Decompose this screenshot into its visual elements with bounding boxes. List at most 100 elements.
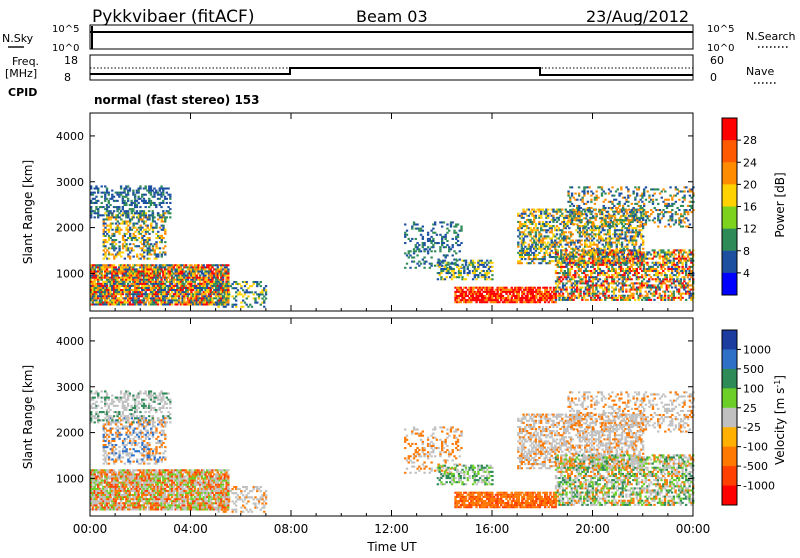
power-cell xyxy=(94,210,96,212)
power-cell xyxy=(531,244,533,246)
power-cell xyxy=(636,268,638,270)
power-cell xyxy=(616,276,618,278)
power-cell xyxy=(235,287,237,289)
power-cell xyxy=(579,242,581,244)
power-cell xyxy=(129,227,131,229)
power-cell xyxy=(150,185,152,187)
power-cell xyxy=(618,291,620,293)
nsky-label: N.Sky xyxy=(2,32,34,45)
power-cell xyxy=(124,235,126,237)
power-cell xyxy=(153,194,155,196)
power-cell xyxy=(595,276,597,278)
power-cell xyxy=(422,226,424,228)
power-cell xyxy=(159,190,161,192)
power-cell xyxy=(571,251,573,253)
power-cell xyxy=(240,302,242,304)
power-cell xyxy=(127,216,129,218)
power-cell xyxy=(538,221,540,223)
power-cell xyxy=(632,293,634,295)
freq-trace xyxy=(90,68,693,75)
power-cell xyxy=(570,231,572,233)
power-cell xyxy=(108,214,110,216)
power-cell xyxy=(111,198,113,200)
power-cell xyxy=(460,272,462,274)
power-cell xyxy=(187,291,189,293)
power-cell xyxy=(132,190,134,192)
power-cell xyxy=(524,233,526,235)
power-cell xyxy=(411,238,413,240)
power-cell xyxy=(595,262,597,264)
power-cell xyxy=(244,293,246,295)
power-cell xyxy=(110,237,112,239)
power-cell xyxy=(598,233,600,235)
power-cell xyxy=(562,293,564,295)
power-cell xyxy=(123,299,125,301)
power-cell xyxy=(660,274,662,276)
power-cell xyxy=(576,286,578,288)
power-cell xyxy=(593,237,595,239)
power-cell xyxy=(583,258,585,260)
power-cell xyxy=(641,262,643,264)
power-cell xyxy=(535,215,537,217)
power-cell xyxy=(586,231,588,233)
power-cell xyxy=(579,227,581,229)
power-cell xyxy=(161,218,163,220)
freq-panel: Freq. [MHz] 18 8 60 0 Nave CPID normal (… xyxy=(5,54,776,107)
power-cell xyxy=(602,282,604,284)
power-cell xyxy=(491,278,493,280)
power-cell xyxy=(161,239,163,241)
power-cell xyxy=(616,299,618,301)
power-cell xyxy=(583,260,585,262)
power-cell xyxy=(576,291,578,293)
power-cell xyxy=(132,214,134,216)
power-cell xyxy=(129,251,131,253)
power-cell xyxy=(122,206,124,208)
power-cell xyxy=(415,267,417,269)
power-cell xyxy=(430,263,432,265)
power-cell xyxy=(434,250,436,252)
power-cell xyxy=(667,258,669,260)
power-cell xyxy=(564,270,566,272)
power-cell xyxy=(183,297,185,299)
power-cell xyxy=(461,264,463,266)
power-cell xyxy=(125,245,127,247)
power-cell xyxy=(591,240,593,242)
power-cell xyxy=(148,210,150,212)
power-cell xyxy=(183,283,185,285)
power-cell xyxy=(535,217,537,219)
power-cell xyxy=(626,235,628,237)
power-cell xyxy=(154,220,156,222)
power-cell xyxy=(227,277,229,279)
power-cell xyxy=(244,285,246,287)
power-cell xyxy=(595,286,597,288)
power-cell xyxy=(210,289,212,291)
power-cell xyxy=(423,256,425,258)
power-cell xyxy=(552,217,554,219)
power-cell xyxy=(567,295,569,297)
power-cell xyxy=(637,278,639,280)
power-cell xyxy=(652,258,654,260)
power-cell xyxy=(477,274,479,276)
power-cell xyxy=(146,299,148,301)
power-cell xyxy=(500,299,502,301)
power-cell xyxy=(422,236,424,238)
power-cell xyxy=(108,258,110,260)
power-cell xyxy=(138,237,140,239)
power-cell xyxy=(94,198,96,200)
power-cell xyxy=(569,280,571,282)
power-cell xyxy=(535,235,537,237)
power-cell xyxy=(452,238,454,240)
power-cell xyxy=(104,231,106,233)
power-cell xyxy=(150,200,152,202)
power-cell xyxy=(136,210,138,212)
power-cell xyxy=(94,281,96,283)
power-cell xyxy=(536,254,538,256)
power-cell xyxy=(169,208,171,210)
power-cell xyxy=(650,289,652,291)
power-cell xyxy=(423,242,425,244)
power-cell xyxy=(533,240,535,242)
power-cell xyxy=(595,229,597,231)
nsearch-tick-top: 10^5 xyxy=(707,24,734,35)
power-cell xyxy=(455,232,457,234)
power-cell xyxy=(521,262,523,264)
